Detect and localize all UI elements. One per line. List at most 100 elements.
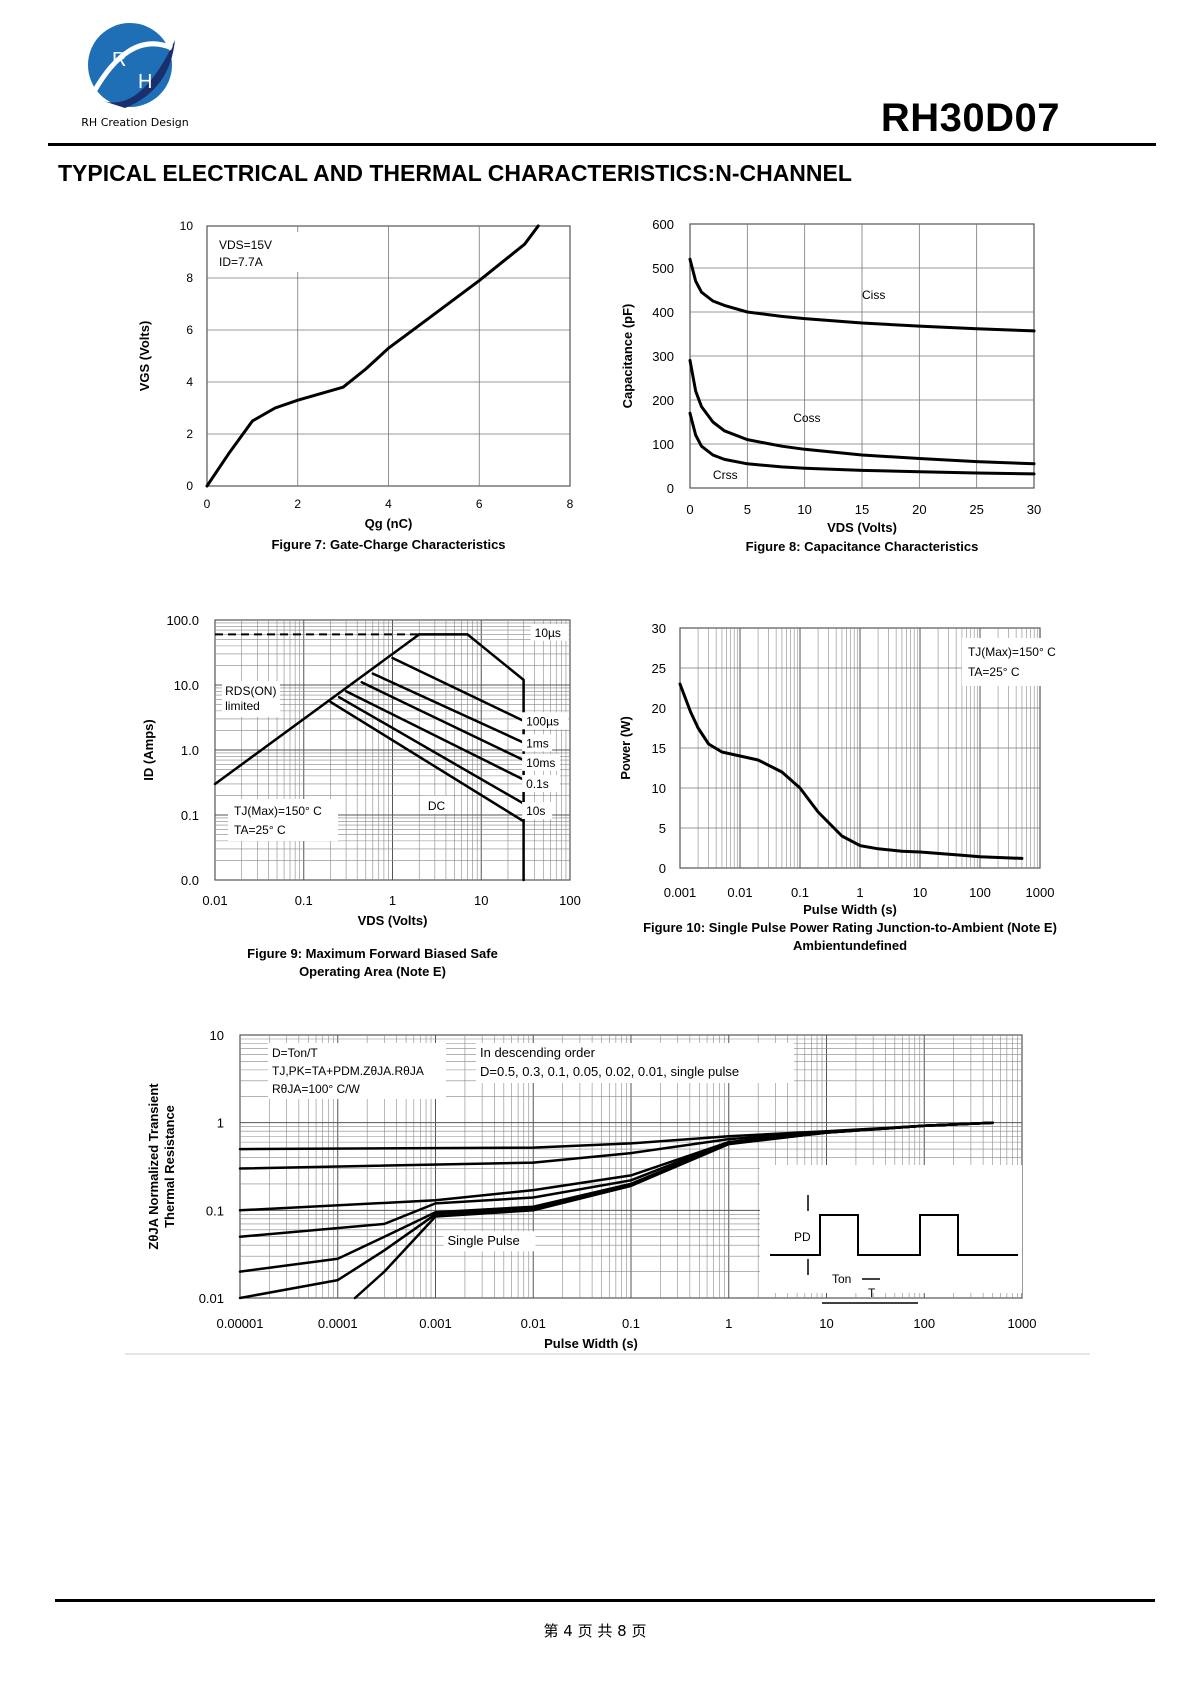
fig8-y-tick: 100 [652, 437, 674, 452]
fig11-x-tick: 10 [819, 1316, 833, 1331]
fig7-xlabel: Qg (nC) [365, 516, 413, 531]
fig7-x-tick: 4 [385, 497, 392, 511]
fig9-label-bg [530, 623, 569, 641]
fig7-caption: Figure 7: Gate-Charge Characteristics [271, 537, 505, 552]
fig10-y-tick: 5 [659, 821, 666, 836]
company-logo: R H [88, 23, 175, 108]
fig8-series-label: Crss [713, 468, 738, 482]
fig10-caption: Ambientundefined [793, 938, 907, 953]
fig9-y-tick: 1.0 [181, 743, 199, 758]
fig11-annotation: RθJA=100° C/W [272, 1082, 361, 1096]
fig9-series-01s [344, 690, 525, 781]
fig11-ylabel: Thermal Resistance [162, 1105, 177, 1228]
fig10-y-tick: 20 [652, 701, 666, 716]
fig9-annotation: TJ(Max)=150° C [234, 804, 322, 818]
fig7-x-tick: 6 [476, 497, 483, 511]
fig10-x-tick: 0.001 [664, 885, 697, 900]
fig9-y-tick: 0.0 [181, 873, 199, 888]
fig9-x-tick: 0.01 [202, 893, 227, 908]
fig9-label-bg [423, 795, 452, 814]
fig9-label-bg [522, 753, 561, 771]
fig10-xlabel: Pulse Width (s) [803, 902, 897, 917]
fig11-xlabel: Pulse Width (s) [544, 1336, 638, 1351]
fig10-annotation: TA=25° C [968, 665, 1020, 679]
fig9-series-100s [391, 656, 525, 723]
fig8-caption: Figure 8: Capacitance Characteristics [746, 539, 979, 554]
fig11-pulse-inset-bg [760, 1165, 1022, 1293]
fig9-y-tick: 0.1 [181, 808, 199, 823]
fig10-annotation: TJ(Max)=150° C [968, 645, 1056, 659]
fig11-annotation: In descending order [480, 1045, 596, 1060]
fig9-series-label: 1ms [526, 736, 549, 750]
fig8-y-tick: 300 [652, 349, 674, 364]
fig8-series-Crss [688, 411, 1036, 476]
fig9-annotation-box [222, 681, 281, 717]
fig11-label-bg [443, 1231, 536, 1252]
fig7-annotation: VDS=15V [219, 238, 272, 252]
fig9-xlabel: VDS (Volts) [358, 913, 428, 928]
fig8-series-Ciss [688, 257, 1036, 333]
fig9-series-label: 10s [526, 804, 545, 818]
fig11-annotation-box [268, 1043, 446, 1099]
fig11-pulse-waveform [770, 1214, 1018, 1256]
fig10-x-tick: 10 [913, 885, 927, 900]
part-number: RH30D07 [880, 96, 1060, 140]
fig11-annotation-box [476, 1043, 794, 1083]
fig11-x-tick: 0.1 [622, 1316, 640, 1331]
fig8-x-tick: 15 [855, 502, 869, 517]
company-name: RH Creation Design [81, 116, 189, 129]
fig8-x-tick: 25 [969, 502, 983, 517]
fig11-x-tick: 0.0001 [318, 1316, 358, 1331]
fig7-annotation: ID=7.7A [219, 255, 263, 269]
fig11-annotation: TJ,PK=TA+PDM.ZθJA.RθJA [272, 1064, 424, 1078]
fig11-x-tick: 100 [913, 1316, 935, 1331]
fig10-annotation-box [961, 638, 1072, 686]
fig9-x-tick: 100 [559, 893, 581, 908]
fig7-x-tick: 8 [567, 497, 574, 511]
fig9-series-RDSONlimited [213, 633, 421, 786]
fig10-caption: Figure 10: Single Pulse Power Rating Jun… [643, 920, 1057, 935]
footer-rule [55, 1599, 1155, 1602]
fig11-y-tick: 0.1 [206, 1203, 224, 1218]
fig9-label-bg [522, 802, 553, 819]
fig9-label-bg [522, 734, 553, 752]
fig9-series-1ms [371, 672, 525, 744]
fig9-annotation-box [228, 799, 339, 841]
fig7-series-vgs [205, 224, 540, 488]
fig9-label-bg [522, 775, 561, 793]
fig8-y-tick: 0 [667, 481, 674, 496]
fig10-y-tick: 15 [652, 741, 666, 756]
fig7-y-tick: 6 [186, 323, 193, 337]
fig11-annotation: Single Pulse [448, 1233, 520, 1248]
fig10-x-tick: 1000 [1026, 885, 1055, 900]
fig11-annotation: D=0.5, 0.3, 0.1, 0.05, 0.02, 0.01, singl… [480, 1064, 739, 1079]
fig9-series-label: 100µs [526, 714, 559, 728]
fig8-ylabel: Capacitance (pF) [620, 304, 635, 409]
fig7-y-tick: 4 [186, 375, 193, 389]
fig9-series-label: 10ms [526, 756, 555, 770]
fig9-annotation: limited [225, 699, 260, 713]
fig8-x-tick: 0 [686, 502, 693, 517]
fig10-y-tick: 10 [652, 781, 666, 796]
fig9-annotation: RDS(ON) [225, 684, 276, 698]
fig9-x-tick: 0.1 [295, 893, 313, 908]
fig11-series-singlepulse [353, 1121, 994, 1300]
fig8-x-tick: 20 [912, 502, 926, 517]
fig9-y-tick: 100.0 [166, 613, 199, 628]
fig10-y-tick: 30 [652, 621, 666, 636]
fig10-x-tick: 0.1 [791, 885, 809, 900]
fig10-x-tick: 100 [969, 885, 991, 900]
fig11-x-tick: 1 [725, 1316, 732, 1331]
fig9-annotation: TA=25° C [234, 823, 286, 837]
fig7-annotation-box [213, 232, 305, 272]
fig11-annotation: D=Ton/T [272, 1046, 318, 1060]
fig11-x-tick: 1000 [1008, 1316, 1037, 1331]
fig8-y-tick: 500 [652, 261, 674, 276]
fig8-series-label: Ciss [862, 288, 885, 302]
fig8-xlabel: VDS (Volts) [827, 520, 897, 535]
fig9-label-bg [522, 712, 569, 730]
fig11-y-tick: 10 [210, 1028, 224, 1043]
fig9-series-label: 10µs [535, 626, 561, 640]
fig10-y-tick: 0 [659, 861, 666, 876]
logo-letter-h: H [138, 71, 152, 93]
